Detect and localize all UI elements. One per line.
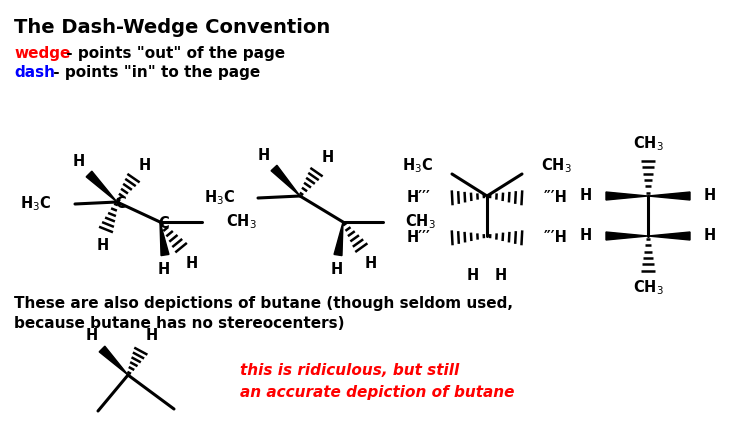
Text: an accurate depiction of butane: an accurate depiction of butane bbox=[240, 385, 515, 400]
Text: H: H bbox=[97, 238, 109, 254]
Text: CH$_3$: CH$_3$ bbox=[226, 213, 257, 231]
Text: The Dash-Wedge Convention: The Dash-Wedge Convention bbox=[14, 18, 330, 37]
Text: wedge: wedge bbox=[14, 46, 70, 61]
Text: H$_3$C: H$_3$C bbox=[204, 189, 235, 207]
Text: H: H bbox=[495, 268, 507, 284]
Text: H: H bbox=[467, 268, 479, 284]
Text: H: H bbox=[73, 155, 85, 169]
Text: H: H bbox=[86, 327, 98, 343]
Text: CH$_3$: CH$_3$ bbox=[405, 213, 436, 231]
Text: H: H bbox=[322, 151, 334, 165]
Text: H$_3$C: H$_3$C bbox=[20, 194, 51, 213]
Text: H: H bbox=[704, 189, 716, 203]
Text: H: H bbox=[258, 148, 270, 164]
Text: These are also depictions of butane (though seldom used,: These are also depictions of butane (tho… bbox=[14, 296, 513, 311]
Text: dash: dash bbox=[14, 65, 55, 80]
Polygon shape bbox=[648, 192, 690, 200]
Text: ′′′H: ′′′H bbox=[544, 231, 568, 246]
Polygon shape bbox=[86, 171, 117, 202]
Polygon shape bbox=[606, 192, 648, 200]
Polygon shape bbox=[648, 232, 690, 240]
Polygon shape bbox=[99, 346, 128, 375]
Text: CH$_3$: CH$_3$ bbox=[541, 157, 572, 175]
Text: H: H bbox=[704, 228, 716, 244]
Text: H: H bbox=[365, 257, 377, 271]
Text: H: H bbox=[331, 262, 343, 276]
Text: H′′′: H′′′ bbox=[406, 190, 430, 206]
Text: H: H bbox=[146, 327, 158, 343]
Polygon shape bbox=[334, 222, 343, 256]
Text: CH$_3$: CH$_3$ bbox=[633, 135, 664, 153]
Text: H: H bbox=[139, 158, 151, 172]
Polygon shape bbox=[160, 222, 169, 256]
Text: - points "in" to the page: - points "in" to the page bbox=[48, 65, 261, 80]
Text: C: C bbox=[159, 216, 170, 232]
Text: H$_3$C: H$_3$C bbox=[401, 157, 433, 175]
Text: C: C bbox=[116, 197, 126, 211]
Text: ′′′H: ′′′H bbox=[544, 190, 568, 206]
Text: CH$_3$: CH$_3$ bbox=[633, 279, 664, 297]
Polygon shape bbox=[606, 232, 648, 240]
Text: H′′′: H′′′ bbox=[406, 231, 430, 246]
Text: H: H bbox=[580, 228, 592, 244]
Text: H: H bbox=[186, 257, 198, 271]
Text: this is ridiculous, but still: this is ridiculous, but still bbox=[240, 363, 459, 378]
Text: because butane has no stereocenters): because butane has no stereocenters) bbox=[14, 316, 344, 331]
Text: - points "out" of the page: - points "out" of the page bbox=[61, 46, 285, 61]
Text: H: H bbox=[158, 262, 170, 276]
Polygon shape bbox=[271, 165, 300, 196]
Text: H: H bbox=[580, 189, 592, 203]
